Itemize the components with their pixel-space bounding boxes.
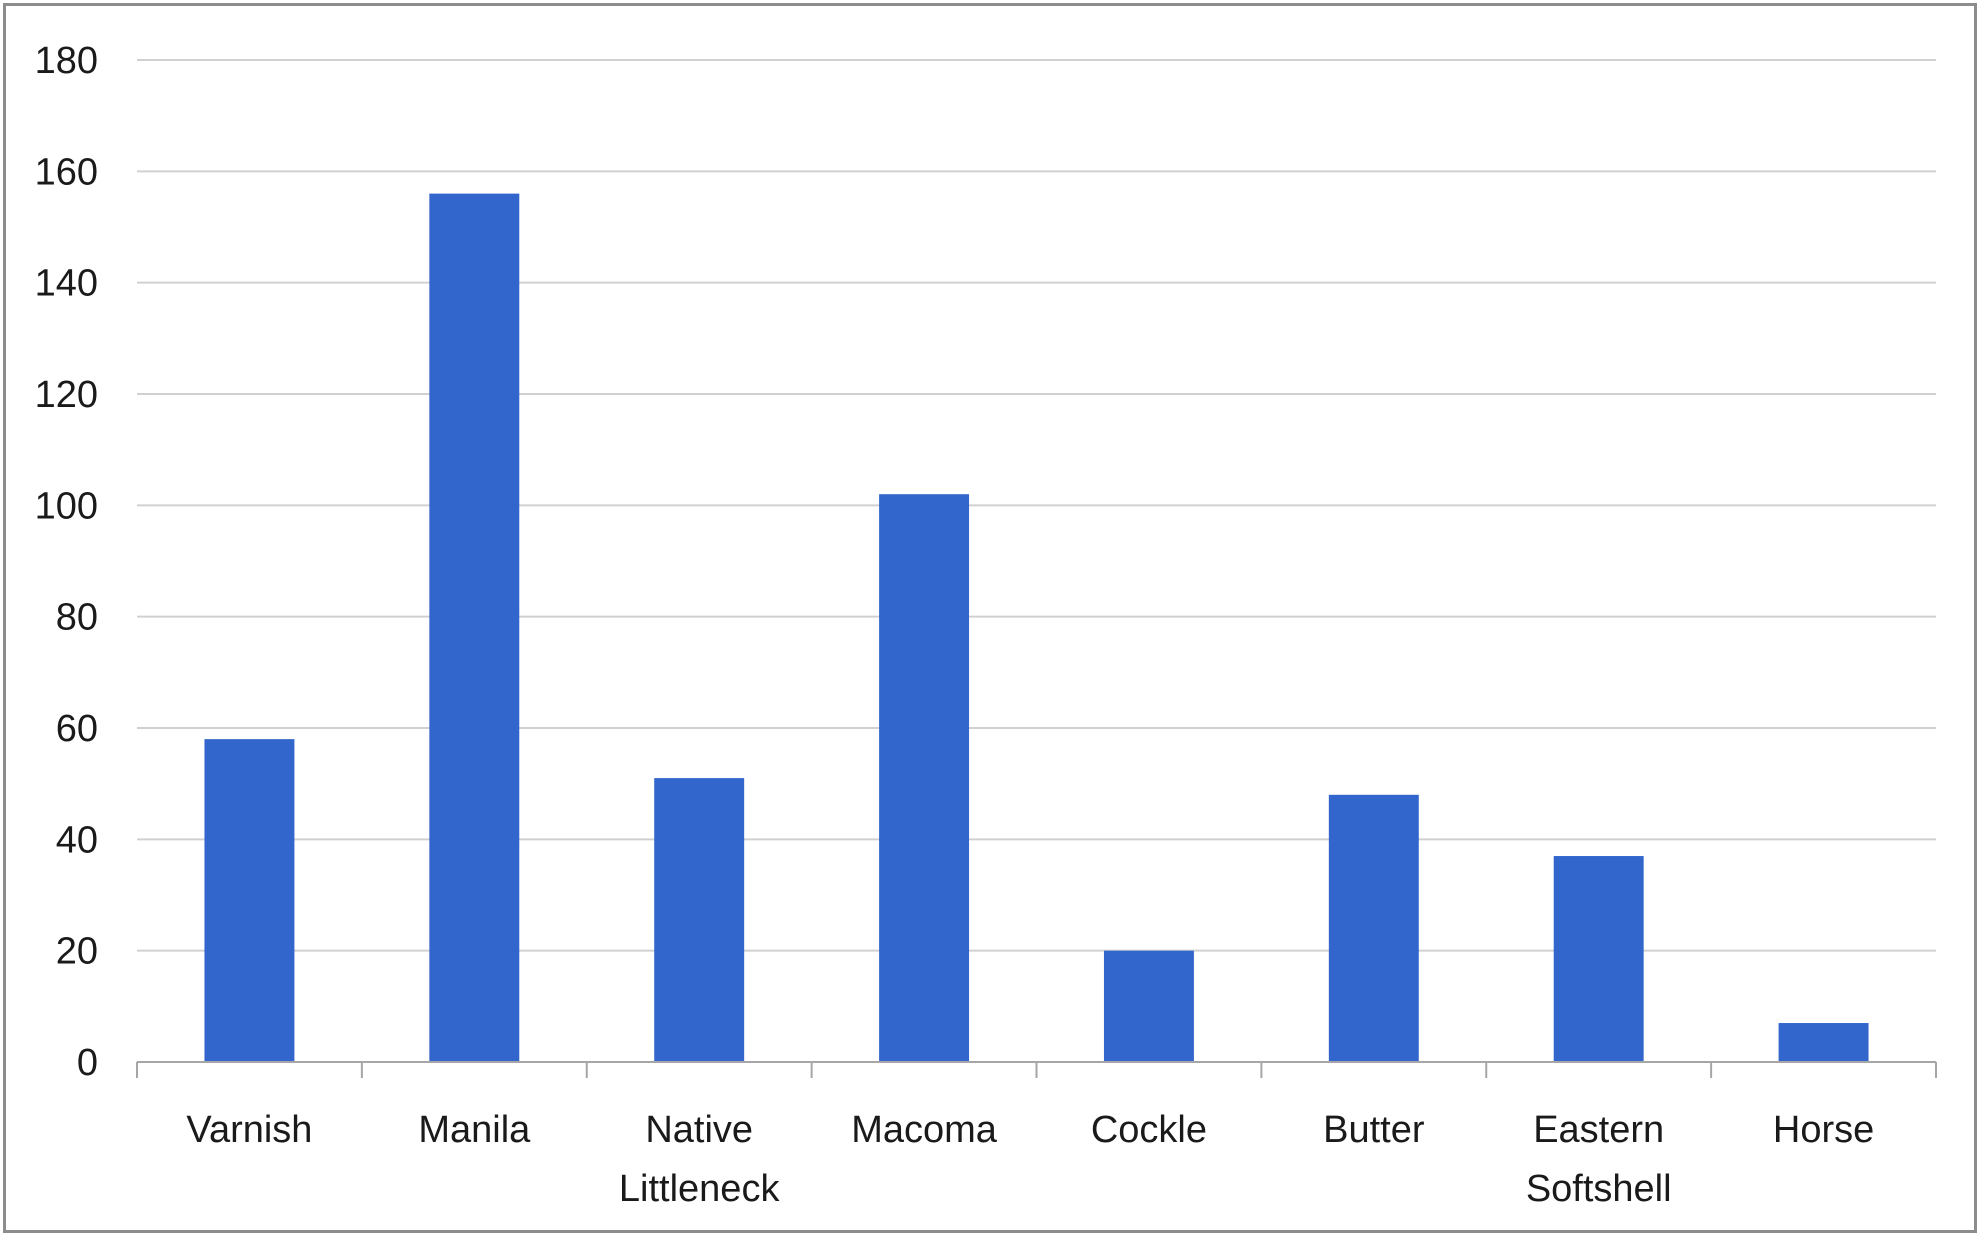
chart-frame	[3, 3, 1977, 1233]
y-tick-label: 140	[35, 263, 98, 305]
bar-cockle	[1103, 950, 1194, 1062]
bar-macoma	[879, 494, 970, 1062]
x-category-label: Varnish	[186, 1109, 312, 1151]
y-tick-label: 100	[35, 485, 98, 527]
bar-native-littleneck	[654, 778, 745, 1062]
bar-horse	[1778, 1023, 1869, 1062]
bar-varnish	[204, 739, 295, 1062]
y-tick-label: 40	[56, 819, 98, 861]
y-tick-label: 60	[56, 708, 98, 750]
y-tick-label: 20	[56, 931, 98, 973]
y-tick-label: 0	[77, 1042, 98, 1084]
bar-eastern-softshell	[1553, 856, 1644, 1062]
gridlines	[137, 59, 1936, 952]
bar-manila	[429, 193, 520, 1063]
y-tick-label: 120	[35, 374, 98, 416]
bars	[204, 193, 1869, 1063]
x-category-label: Eastern Softshell	[1526, 1109, 1672, 1210]
y-tick-label: 160	[35, 151, 98, 193]
y-tick-label: 80	[56, 597, 98, 639]
x-axis	[136, 1061, 1937, 1078]
x-category-label: Butter	[1323, 1109, 1425, 1151]
x-category-label: Cockle	[1091, 1109, 1207, 1151]
y-tick-labels: 0 20 40 60 80 100 120 140 160 180	[35, 40, 98, 1084]
x-category-label: Macoma	[851, 1109, 998, 1151]
x-category-label: Horse	[1773, 1109, 1874, 1151]
y-tick-label: 180	[35, 40, 98, 82]
x-category-label: Manila	[418, 1109, 531, 1151]
x-category-label: Native Littleneck	[619, 1109, 781, 1210]
x-category-labels: Varnish Manila Native Littleneck Macoma Cockl…	[186, 1109, 1874, 1210]
bar-butter	[1328, 794, 1419, 1062]
